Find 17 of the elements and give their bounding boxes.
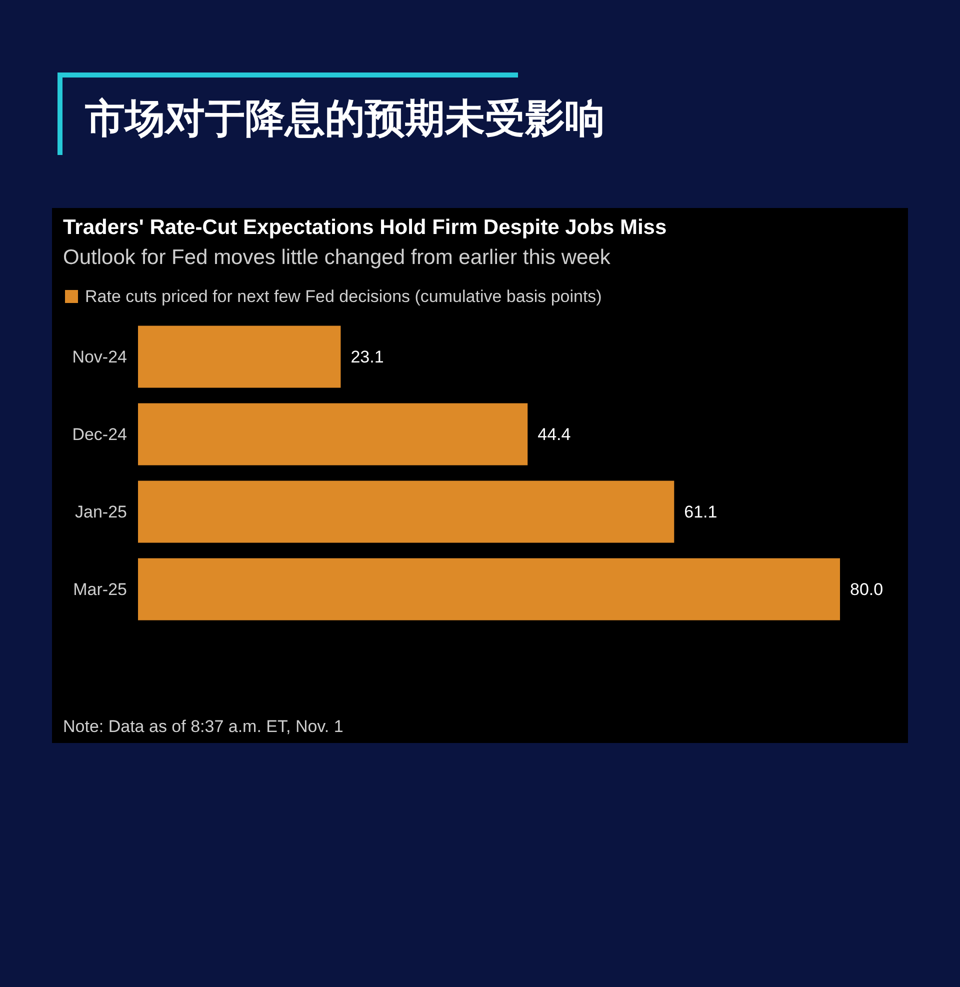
y-tick-label: Nov-24: [72, 348, 127, 367]
bar: [138, 558, 840, 620]
legend-label: Rate cuts priced for next few Fed decisions (cumulative basis points): [85, 287, 602, 306]
text: Note: Data as of 8:37 a.m. ET, Nov. 1: [63, 717, 344, 736]
data-label: 23.1: [350, 348, 384, 367]
y-tick-label: Dec-24: [72, 425, 127, 444]
data-label: 80.0: [850, 580, 884, 600]
bar: [138, 326, 341, 388]
y-tick-label: Mar-25: [73, 580, 127, 600]
y-tick-label: Jan-25: [75, 502, 127, 522]
data-label: 44.4: [538, 425, 571, 444]
bar: [138, 403, 528, 466]
data-label: 61.1: [684, 502, 718, 522]
chart-subtitle: Traders' Rate-Cut Expectations Hold Firm Despite Jobs Miss: [63, 216, 667, 239]
bar: [138, 480, 674, 543]
chart-title: 市场对于降息的预期未受影响: [84, 97, 605, 141]
text: Outlook for Fed moves little changed from earlier this week: [63, 246, 611, 269]
